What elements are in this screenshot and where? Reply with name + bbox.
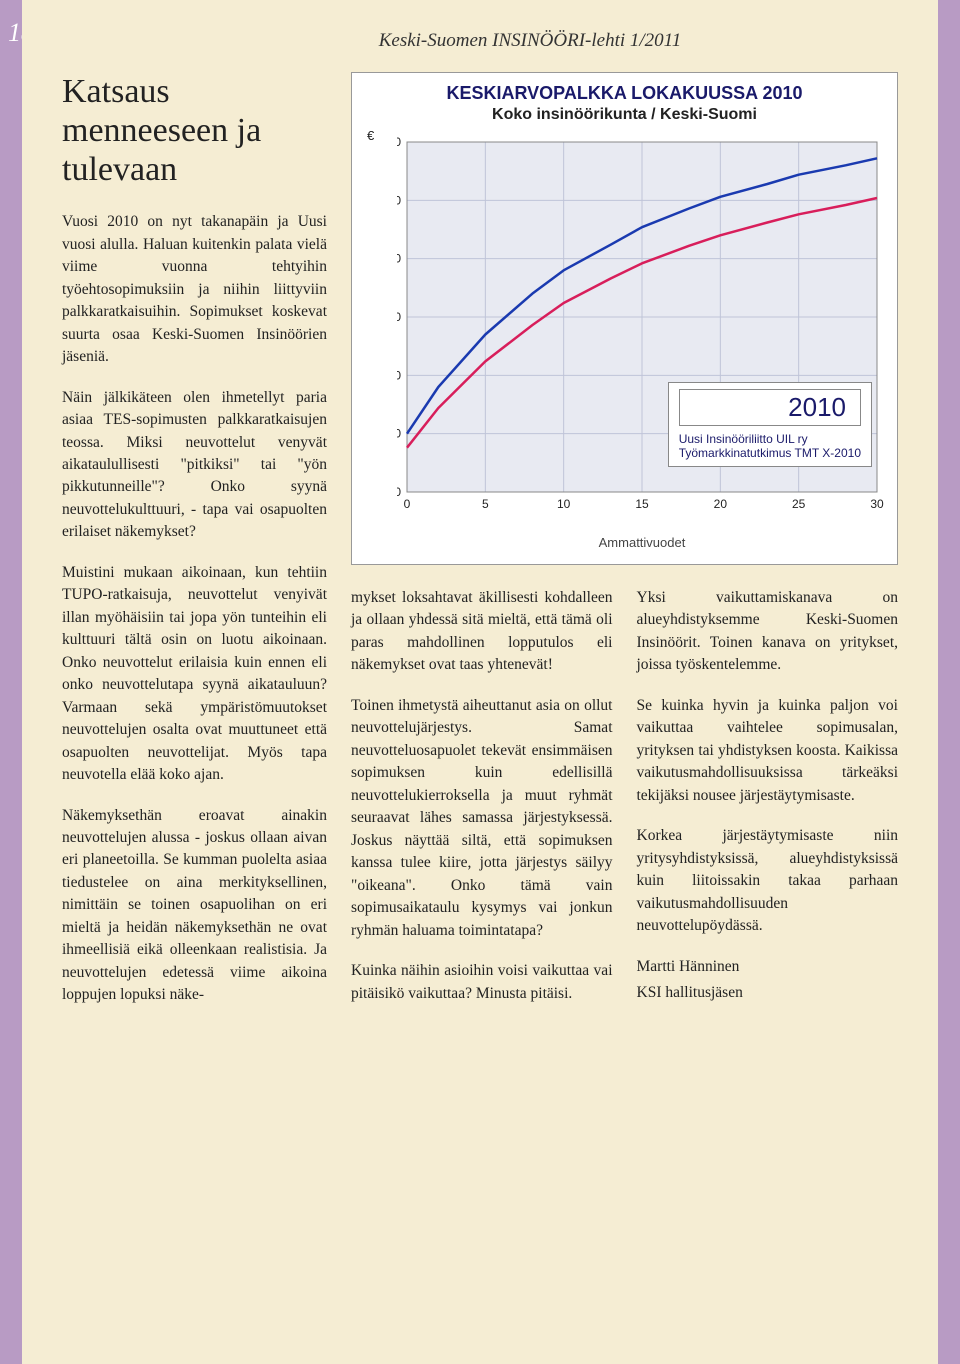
svg-text:15: 15 xyxy=(635,497,649,511)
svg-text:5: 5 xyxy=(482,497,489,511)
svg-text:0: 0 xyxy=(404,497,411,511)
chart-x-axis-label: Ammattivuodet xyxy=(397,535,887,550)
lead-paragraph: Vuosi 2010 on nyt takanapäin ja Uusi vuo… xyxy=(62,211,327,368)
paragraph: Muistini mukaan aikoinaan, kun tehtiin T… xyxy=(62,562,327,787)
chart-plot-area: € 20002500300035004000450050000510152025… xyxy=(397,132,887,512)
paragraph: Se kuinka hyvin ja kuinka paljon voi vai… xyxy=(637,695,899,807)
paragraph: Korkea järjestäytymisaste niin yritysyhd… xyxy=(637,825,899,937)
lower-columns: mykset loksahtavat äkillisesti kohdallee… xyxy=(351,587,898,1023)
legend-text: Uusi Insinööriliitto UIL ry xyxy=(679,432,861,446)
chart-y-axis-label: € xyxy=(367,128,374,143)
publication-header: Keski-Suomen INSINÖÖRI-lehti 1/2011 xyxy=(162,30,898,52)
middle-column: mykset loksahtavat äkillisesti kohdallee… xyxy=(351,587,613,1023)
svg-text:20: 20 xyxy=(714,497,728,511)
svg-text:5000: 5000 xyxy=(397,135,401,149)
svg-text:3000: 3000 xyxy=(397,368,401,382)
paragraph: Yksi vaikuttamiskanava on alueyhdistykse… xyxy=(637,587,899,677)
svg-text:4000: 4000 xyxy=(397,252,401,266)
right-area: KESKIARVOPALKKA LOKAKUUSSA 2010 Koko ins… xyxy=(351,72,898,1025)
article-title: Katsaus menneeseen ja tulevaan xyxy=(62,72,327,189)
svg-text:2000: 2000 xyxy=(397,485,401,499)
svg-text:30: 30 xyxy=(870,497,884,511)
paragraph: Näkemyksethän eroavat ainakin neuvottelu… xyxy=(62,805,327,1007)
svg-text:4500: 4500 xyxy=(397,193,401,207)
page-container: Keski-Suomen INSINÖÖRI-lehti 1/2011 Kats… xyxy=(22,0,938,1364)
paragraph: Kuinka näihin asioihin voisi vaikuttaa v… xyxy=(351,960,613,1005)
paragraph: mykset loksahtavat äkillisesti kohdallee… xyxy=(351,587,613,677)
left-column: Katsaus menneeseen ja tulevaan Vuosi 201… xyxy=(62,72,327,1025)
svg-text:3500: 3500 xyxy=(397,310,401,324)
chart-title: KESKIARVOPALKKA LOKAKUUSSA 2010 xyxy=(362,83,887,104)
salary-chart: KESKIARVOPALKKA LOKAKUUSSA 2010 Koko ins… xyxy=(351,72,898,565)
content-area: Katsaus menneeseen ja tulevaan Vuosi 201… xyxy=(62,72,898,1025)
chart-subtitle: Koko insinöörikunta / Keski-Suomi xyxy=(362,106,887,124)
author-role: KSI hallitusjäsen xyxy=(637,982,899,1004)
svg-text:25: 25 xyxy=(792,497,806,511)
paragraph: Toinen ihmetystä aiheuttanut asia on oll… xyxy=(351,695,613,942)
right-column: Yksi vaikuttamiskanava on alueyhdistykse… xyxy=(637,587,899,1023)
chart-legend: 2010 Uusi Insinööriliitto UIL ry Työmark… xyxy=(668,382,872,467)
svg-text:2500: 2500 xyxy=(397,427,401,441)
legend-text: Työmarkkinatutkimus TMT X-2010 xyxy=(679,446,861,460)
paragraph: Näin jälkikäteen olen ihmetellyt paria a… xyxy=(62,387,327,544)
svg-text:10: 10 xyxy=(557,497,571,511)
author-name: Martti Hänninen xyxy=(637,956,899,978)
legend-year: 2010 xyxy=(679,389,861,426)
